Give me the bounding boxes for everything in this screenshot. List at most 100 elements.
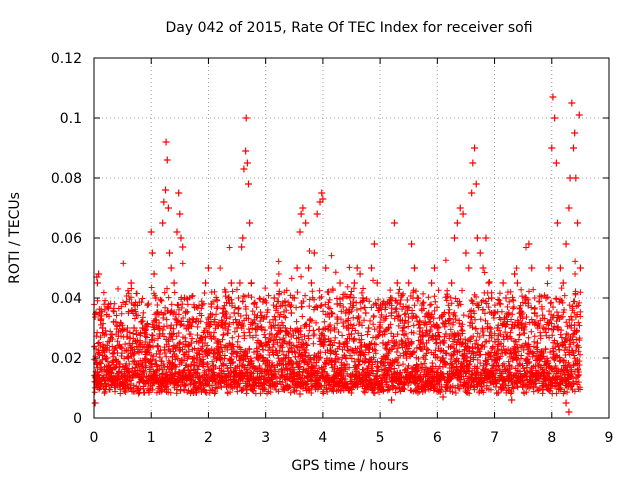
noise-point	[237, 313, 244, 320]
data-point	[336, 279, 344, 287]
noise-point	[158, 297, 165, 304]
noise-point	[486, 338, 493, 345]
noise-point	[119, 322, 126, 329]
noise-point	[410, 322, 417, 329]
data-point	[410, 264, 418, 272]
noise-point	[402, 317, 409, 324]
noise-point	[338, 308, 345, 315]
noise-point	[459, 287, 466, 294]
noise-point	[149, 382, 156, 389]
y-tick-label: 0.02	[51, 351, 82, 367]
noise-point	[333, 351, 340, 358]
noise-point	[361, 389, 368, 396]
noise-point	[163, 353, 170, 360]
data-point	[170, 279, 178, 287]
noise-point	[219, 336, 226, 343]
noise-point	[261, 386, 268, 393]
noise-point	[339, 332, 346, 339]
noise-point	[293, 304, 300, 311]
noise-point	[303, 341, 310, 348]
noise-point	[572, 271, 579, 278]
noise-point	[411, 302, 418, 309]
data-point	[459, 210, 467, 218]
noise-point	[124, 365, 131, 372]
noise-point	[102, 297, 109, 304]
noise-point	[224, 346, 231, 353]
noise-point	[206, 321, 213, 328]
noise-point	[159, 326, 166, 333]
data-point	[508, 396, 516, 404]
noise-point	[325, 323, 332, 330]
noise-point	[216, 378, 223, 385]
data-point	[153, 309, 161, 317]
noise-point	[150, 353, 157, 360]
data-point	[204, 264, 212, 272]
noise-point	[315, 370, 322, 377]
noise-point	[276, 378, 283, 385]
noise-point	[124, 328, 131, 335]
data-point	[468, 189, 476, 197]
data-point	[167, 264, 175, 272]
noise-point	[168, 322, 175, 329]
noise-point	[112, 318, 119, 325]
data-point	[513, 279, 521, 287]
noise-point	[283, 365, 290, 372]
data-point	[91, 399, 99, 407]
data-point	[93, 279, 101, 287]
noise-point	[310, 327, 317, 334]
noise-point	[140, 374, 147, 381]
noise-point	[189, 319, 196, 326]
noise-point	[113, 312, 120, 319]
noise-point	[344, 283, 351, 290]
noise-point	[307, 317, 314, 324]
noise-point	[100, 289, 107, 296]
noise-point	[275, 258, 282, 265]
noise-point	[233, 353, 240, 360]
noise-point	[258, 326, 265, 333]
noise-point	[236, 384, 243, 391]
noise-point	[297, 327, 304, 334]
data-point	[247, 279, 255, 287]
noise-point	[239, 378, 246, 385]
noise-point	[322, 325, 329, 332]
y-tick-label: 0	[73, 411, 82, 427]
noise-point	[213, 311, 220, 318]
noise-point	[177, 321, 184, 328]
noise-point	[251, 385, 258, 392]
noise-point	[523, 244, 529, 251]
noise-point	[272, 317, 279, 324]
noise-point	[297, 325, 304, 332]
noise-point	[140, 309, 147, 316]
noise-point	[217, 341, 224, 348]
noise-point	[95, 339, 102, 346]
noise-point	[138, 299, 145, 306]
noise-point	[326, 305, 333, 312]
noise-point	[110, 307, 117, 314]
noise-point	[153, 369, 160, 376]
noise-point	[317, 349, 324, 356]
x-tick-label: 9	[605, 430, 614, 446]
x-tick-label: 6	[433, 430, 442, 446]
noise-point	[360, 285, 367, 292]
noise-point	[242, 306, 249, 313]
noise-point	[235, 295, 242, 302]
noise-point	[96, 386, 103, 393]
noise-point	[95, 371, 102, 378]
data-point	[485, 279, 493, 287]
noise-point	[297, 331, 304, 338]
noise-point	[305, 335, 312, 342]
noise-point	[297, 363, 304, 370]
noise-point	[370, 312, 377, 319]
noise-point	[209, 311, 216, 318]
noise-point	[396, 286, 403, 293]
noise-point	[193, 315, 200, 322]
noise-point	[132, 308, 139, 315]
noise-point	[367, 317, 374, 324]
noise-point	[286, 383, 293, 390]
noise-point	[327, 322, 334, 329]
noise-point	[184, 363, 191, 370]
noise-point	[131, 350, 138, 357]
x-axis-label: GPS time / hours	[291, 458, 408, 474]
noise-point	[234, 338, 241, 345]
